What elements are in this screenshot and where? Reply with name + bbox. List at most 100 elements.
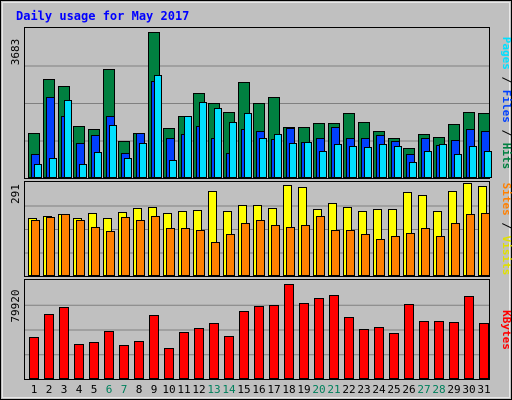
kbytes-bar	[314, 298, 324, 379]
kbytes-bar	[119, 345, 129, 379]
pages-bar	[64, 100, 72, 178]
day-label: 23	[357, 383, 370, 396]
day-label: 28	[432, 383, 445, 396]
day-label: 3	[61, 383, 68, 396]
pages-bar	[379, 144, 387, 178]
day-label: 6	[106, 383, 113, 396]
kbytes-bar	[89, 342, 99, 379]
kbytes-bar	[254, 306, 264, 379]
kbytes-bar	[224, 336, 234, 379]
pages-bar	[349, 146, 357, 178]
pages-bar	[274, 134, 282, 178]
kbytes-bar	[434, 321, 444, 379]
day-label: 13	[207, 383, 220, 396]
day-label: 31	[477, 383, 490, 396]
hits-ymax-label: 3683	[9, 39, 22, 66]
pages-bar	[454, 154, 462, 178]
day-label: 20	[312, 383, 325, 396]
kbytes-bar	[374, 327, 384, 379]
pages-bar	[469, 146, 477, 178]
legend-sites: Sites	[500, 183, 512, 216]
kbytes-bar	[269, 305, 279, 379]
sites-bar	[76, 220, 85, 276]
sites-bar	[226, 234, 235, 276]
pages-bar	[289, 143, 297, 178]
legend-separator-1: /	[500, 70, 512, 90]
sites-bar	[436, 236, 445, 276]
day-label: 8	[136, 383, 143, 396]
day-label: 27	[417, 383, 430, 396]
sites-bar	[421, 228, 430, 276]
day-label: 29	[447, 383, 460, 396]
hits-legend: Pages / Files / Hits	[500, 37, 512, 170]
pages-bar	[319, 151, 327, 178]
pages-bar	[259, 138, 267, 178]
day-label: 1	[31, 383, 38, 396]
pages-bar	[214, 108, 222, 178]
sites-bar	[406, 233, 415, 276]
pages-bar	[364, 147, 372, 178]
legend-hits: Hits	[500, 143, 512, 170]
kbytes-ymax-label: 79920	[9, 289, 22, 322]
pages-bar	[394, 146, 402, 178]
visits-ymax-label: 291	[9, 184, 22, 204]
kbytes-bar	[44, 314, 54, 379]
sites-bar	[121, 217, 130, 276]
kbytes-bar	[149, 315, 159, 379]
sites-bar	[346, 230, 355, 276]
kbytes-bar	[284, 284, 294, 379]
kbytes-bar	[299, 303, 309, 379]
day-label: 18	[282, 383, 295, 396]
sites-bar	[271, 225, 280, 276]
chart-title: Daily usage for May 2017	[16, 9, 189, 23]
day-label: 2	[46, 383, 53, 396]
kbytes-bar	[419, 321, 429, 379]
sites-bar	[361, 234, 370, 276]
pages-bar	[199, 102, 207, 178]
legend-pages: Pages	[500, 37, 512, 70]
legend-files: Files	[500, 90, 512, 123]
legend-separator-3: /	[500, 216, 512, 236]
kbytes-bar	[164, 348, 174, 379]
visits-legend: Sites / Visits	[500, 183, 512, 276]
kbytes-bar	[179, 332, 189, 379]
kbytes-bar	[209, 323, 219, 379]
kbytes-bar	[194, 328, 204, 379]
day-labels: 1 2 3 4 5 6 7 8 9 10 11 12 13 14 15 16 17 18 19 20 21 22 23 24 2…	[31, 383, 491, 396]
sites-bar	[301, 225, 310, 276]
kbytes-bar	[464, 296, 474, 379]
kbytes-bar	[359, 329, 369, 379]
bars	[28, 32, 492, 379]
pages-bar	[244, 113, 252, 178]
day-label: 22	[342, 383, 355, 396]
day-label: 15	[237, 383, 250, 396]
day-label: 25	[387, 383, 400, 396]
sites-bar	[376, 239, 385, 276]
sites-bar	[151, 216, 160, 276]
sites-bar	[256, 220, 265, 276]
sites-bar	[61, 214, 70, 276]
day-label: 21	[327, 383, 340, 396]
day-label: 9	[151, 383, 158, 396]
sites-bar	[331, 230, 340, 276]
kbytes-legend: KBytes	[500, 310, 512, 350]
day-label: 14	[222, 383, 236, 396]
day-label: 30	[462, 383, 475, 396]
pages-bar	[34, 164, 42, 178]
kbytes-bar	[134, 341, 144, 379]
sites-bar	[481, 213, 490, 276]
sites-bar	[286, 227, 295, 276]
sites-bar	[451, 223, 460, 276]
kbytes-bar	[104, 331, 114, 379]
pages-bar	[304, 142, 312, 178]
day-label: 26	[402, 383, 415, 396]
pages-bar	[94, 152, 102, 178]
legend-separator-2: /	[500, 123, 512, 143]
sites-bar	[106, 231, 115, 276]
kbytes-bar	[29, 337, 39, 379]
sites-bar	[211, 242, 220, 276]
kbytes-bar	[449, 322, 459, 379]
